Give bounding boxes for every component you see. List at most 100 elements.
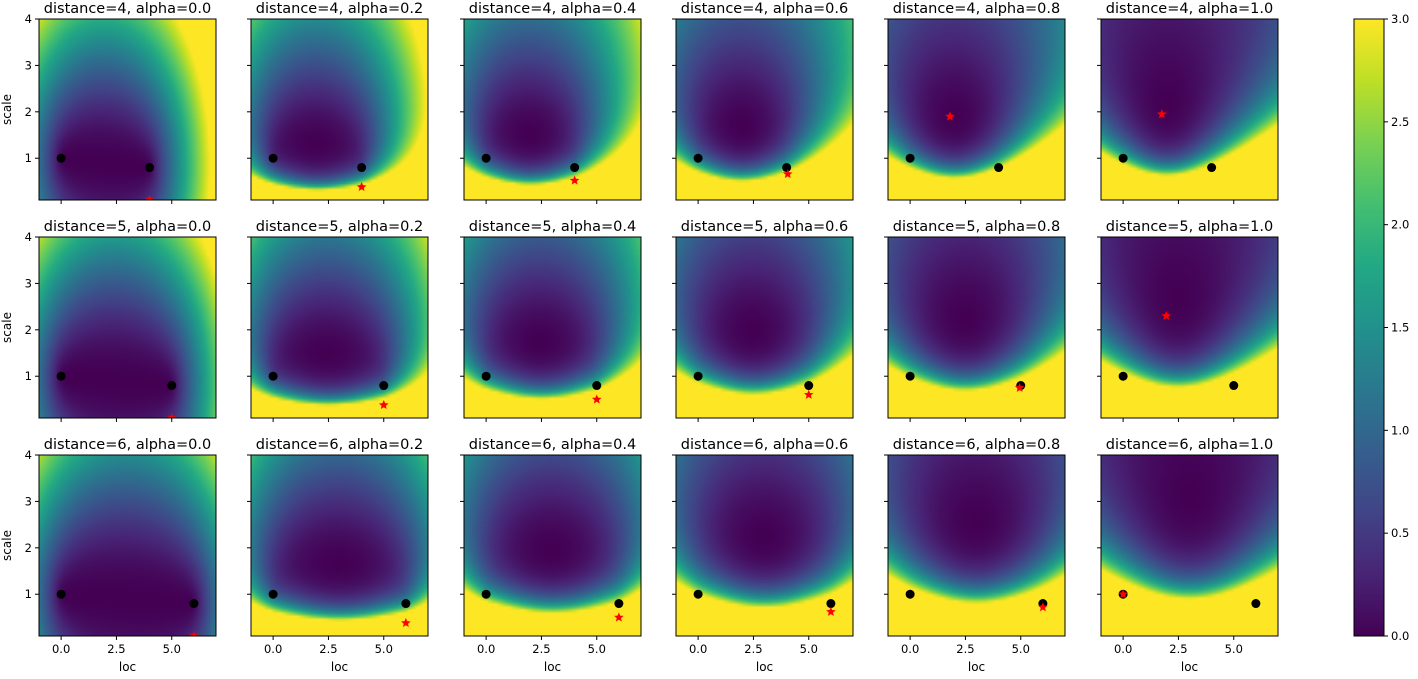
axes-frame [250,236,429,419]
heatmap-image [888,19,1065,200]
colorbar-tick-label: 1.5 [1391,321,1409,335]
panel: distance=6, alpha=0.2 0.0 2.5 5.0 loc [247,437,429,674]
data-point [905,371,915,381]
heatmap-image [888,455,1065,636]
data-point [693,153,703,163]
panel: distance=4, alpha=0.4 [460,1,642,204]
heatmap-image [676,19,853,200]
heatmap-image [464,19,641,200]
data-point [268,589,278,599]
xlabel: loc [119,660,136,674]
axes-frame [38,236,217,419]
data-point [693,371,703,381]
panel-title: distance=4, alpha=0.2 [256,1,423,17]
colorbar-tick-label: 0.5 [1391,526,1409,540]
xtick-label: 2.5 [532,642,550,656]
data-point [804,381,814,391]
data-point [782,163,792,173]
axes-frame [38,454,217,637]
xtick-label: 0.0 [1114,642,1132,656]
axes-frame [1100,18,1279,201]
panel-title: distance=6, alpha=0.4 [469,437,636,453]
axes-frame [675,454,854,637]
panel-title: distance=5, alpha=0.0 [44,219,211,235]
data-point [268,153,278,163]
optimum-star [782,169,793,179]
heatmap-image [39,237,216,418]
ytick-label: 1 [25,369,32,383]
axes-frame [250,454,429,637]
data-point [994,163,1004,173]
colorbar-tick-label: 2.0 [1391,218,1409,232]
panel: distance=5, alpha=0.4 [460,219,642,422]
heatmap-image [1101,19,1278,200]
panel-title: distance=4, alpha=0.0 [44,1,211,17]
colorbar-tick-label: 2.5 [1391,115,1409,129]
optimum-star [1038,602,1048,612]
panel-grid: distance=4, alpha=0.01234scaledistance=4… [0,1,1279,674]
panel-title: distance=4, alpha=1.0 [1106,1,1273,17]
colorbar-gradient [1354,19,1384,636]
optimum-star [144,195,155,200]
axes-frame [675,236,854,419]
optimum-star [614,612,624,622]
axes-frame [887,18,1066,201]
ytick-label: 3 [25,494,32,508]
data-point [401,599,411,609]
heatmap-image [676,455,853,636]
data-point [905,589,915,599]
heatmap-image [676,237,853,418]
panel-title: distance=6, alpha=1.0 [1106,437,1273,453]
panel-title: distance=5, alpha=0.4 [469,219,636,235]
panel: distance=6, alpha=0.6 0.0 2.5 5.0 loc [672,437,854,674]
data-point [379,381,389,391]
xtick-label: 5.0 [1012,642,1030,656]
optimum-star [569,175,580,185]
colorbar-tick-label: 3.0 [1391,12,1409,26]
heatmap-image [251,455,428,636]
panel: distance=4, alpha=0.6 [672,1,854,204]
panel: distance=5, alpha=0.0 1 2 3 4 scale [0,219,217,422]
optimum-star [401,618,411,628]
data-point [905,153,915,163]
heatmap-image [888,237,1065,418]
data-point [357,163,367,173]
panel: distance=5, alpha=0.2 [247,219,429,422]
axes-frame [250,18,429,201]
optimum-star [591,394,602,404]
panel-title: distance=6, alpha=0.2 [256,437,423,453]
ytick-label: 2 [25,105,32,119]
xtick-label: 0.0 [689,642,707,656]
panel: distance=6, alpha=0.4 0.0 2.5 5.0 loc [460,437,642,674]
xlabel: loc [756,660,773,674]
data-point [56,153,66,163]
ylabel: scale [0,94,14,125]
optimum-star [945,111,955,121]
axes-frame [463,18,642,201]
ytick-label: 1 [25,151,32,165]
axes-frame [38,18,217,201]
xtick-label: 5.0 [1225,642,1243,656]
data-point [1251,599,1261,609]
data-point [56,589,66,599]
optimum-star [803,389,814,399]
axes-frame [463,454,642,637]
xtick-label: 2.5 [956,642,974,656]
xtick-label: 2.5 [1169,642,1187,656]
panel-title: distance=6, alpha=0.6 [681,437,848,453]
optimum-star [826,606,836,616]
heatmap-image [1101,455,1278,636]
ytick-label: 2 [25,323,32,337]
xtick-label: 5.0 [800,642,818,656]
panel: distance=5, alpha=0.6 [672,219,854,422]
panel-title: distance=5, alpha=0.8 [893,219,1060,235]
ytick-label: 3 [25,58,32,72]
colorbar: 0.0 0.5 1.0 1.5 2.0 2.5 3.0 [1353,12,1409,643]
axes-frame [887,236,1066,419]
ylabel: scale [0,530,14,561]
colorbar-tick-label: 0.0 [1391,629,1409,643]
heatmap-image [1101,237,1278,418]
data-point [1229,381,1239,391]
xlabel: loc [1181,660,1198,674]
axes-frame [887,454,1066,637]
